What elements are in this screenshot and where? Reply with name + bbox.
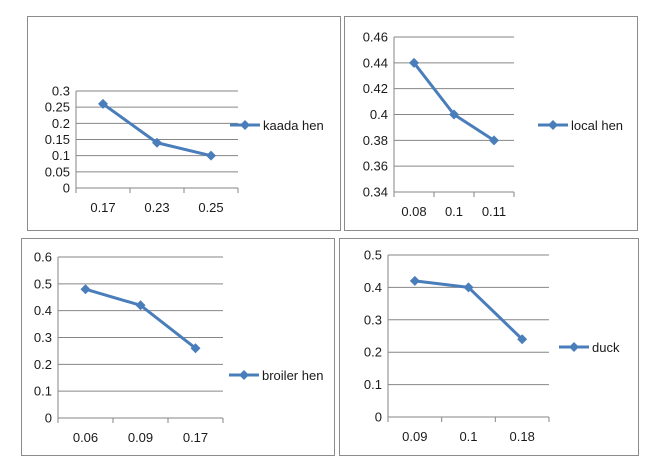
y-tick-label: 0.38	[363, 133, 388, 148]
y-tick-label: 0	[375, 410, 382, 425]
x-tick-label: 0.09	[402, 429, 427, 444]
chart-kaada-hen: 00.050.10.150.20.250.30.17 0.23 0.25kaada …	[45, 84, 324, 216]
x-tick-label: 0.11	[482, 204, 506, 219]
data-point	[517, 334, 528, 345]
series-line	[412, 61, 495, 142]
data-point	[489, 135, 499, 146]
data-point	[135, 300, 146, 311]
y-tick-label: 0.3	[52, 84, 70, 99]
chart-panel-duck: 0 0.1 0.2 0.3 0.4 0.5 0.09 0.1 0.18 duck	[339, 238, 639, 456]
legend-marker	[569, 342, 579, 352]
legend-label: local hen	[571, 118, 623, 133]
chart-duck: 0 0.1 0.2 0.3 0.4 0.5 0.09 0.1 0.18 duck	[364, 248, 620, 445]
y-tick-label: 0.44	[363, 55, 388, 70]
x-tick-label: 0.1	[445, 204, 463, 219]
y-tick-label: 0.2	[52, 116, 70, 131]
data-point	[206, 150, 216, 161]
chart-local-hen: 0.34 0.36 0.38 0.4 0.42 0.44 0.46 0.08 0.1 0.11 lo…	[363, 30, 623, 220]
legend-label: broiler hen	[262, 368, 323, 383]
legend-marker	[239, 370, 249, 380]
x-tick-label: 0.17	[183, 430, 208, 445]
chart-panel-broiler-hen: 0 0.1 0.2 0.3 0.4 0.5 0.6 0.06 0.09 0.17 broiler h…	[21, 238, 335, 456]
y-tick-label: 0.2	[364, 345, 382, 360]
chart-panel-kaada-hen: 0 0.05 0.1 0.15 0.2 0.25 0.3 0.17 0.23 0.25 kaada …	[27, 16, 341, 231]
y-tick-label: 0.3	[364, 312, 382, 327]
data-point	[409, 275, 420, 286]
legend-label: kaada hen	[263, 118, 324, 133]
x-tick-label: 0.23	[144, 200, 169, 215]
series-line	[102, 102, 212, 158]
y-tick-label: 0.25	[45, 100, 70, 115]
y-tick-label: 0.42	[363, 81, 388, 96]
y-tick-label: 0.36	[363, 159, 388, 174]
chart-panel-local-hen: 0.34 0.36 0.38 0.4 0.42 0.44 0.46 0.08 0.1 0.11 lo…	[344, 16, 638, 231]
legend-marker	[240, 120, 250, 130]
y-tick-label: 0.4	[364, 280, 382, 295]
data-point	[409, 57, 419, 68]
y-tick-label: 0.1	[364, 377, 382, 392]
chart-broiler-hen: 0 0.1 0.2 0.3 0.4 0.5 0.6 0.06 0.09 0.17 broiler h…	[34, 250, 324, 446]
x-tick-label: 0.09	[128, 430, 153, 445]
y-tick-label: 0.1	[34, 384, 52, 399]
y-tick-label: 0.1	[52, 148, 70, 163]
y-tick-label: 0.3	[34, 330, 52, 345]
data-point	[190, 343, 201, 354]
y-tick-label: 0.6	[34, 250, 52, 265]
y-tick-label: 0.4	[370, 107, 388, 122]
y-tick-label: 0.05	[45, 164, 70, 179]
x-tick-label: 0.08	[401, 204, 426, 219]
x-tick-label: 0.06	[73, 430, 98, 445]
y-tick-label: 0.5	[364, 248, 382, 263]
y-tick-label: 0.4	[34, 303, 52, 318]
y-tick-label: 0.5	[34, 276, 52, 291]
y-tick-label: 0.34	[363, 185, 388, 200]
y-tick-label: 0	[63, 181, 70, 196]
x-tick-label: 0.25	[198, 200, 223, 215]
data-point	[80, 284, 91, 295]
y-tick-label: 0.15	[45, 132, 70, 147]
legend-marker	[548, 120, 558, 130]
x-tick-label: 0.1	[459, 429, 477, 444]
data-point	[98, 98, 108, 109]
legend-label: duck	[592, 340, 620, 355]
data-point	[152, 137, 162, 148]
y-tick-label: 0.46	[363, 30, 388, 45]
data-point	[463, 282, 474, 293]
y-tick-label: 0	[45, 411, 52, 426]
series-line	[85, 287, 197, 350]
x-tick-label: 0.17	[90, 200, 115, 215]
y-tick-label: 0.2	[34, 357, 52, 372]
x-tick-label: 0.18	[510, 429, 535, 444]
data-point	[449, 109, 459, 120]
